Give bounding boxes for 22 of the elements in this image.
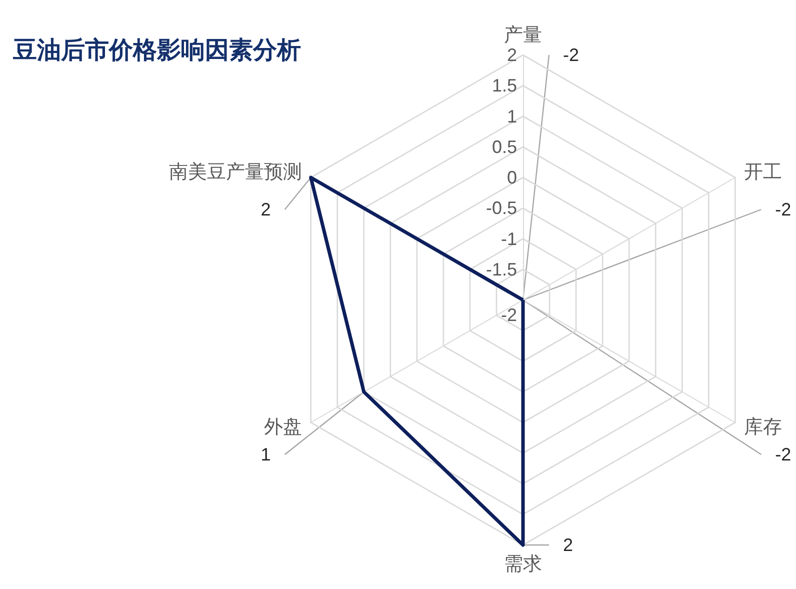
- text: -2: [775, 200, 792, 220]
- spoke-label: 需求: [504, 554, 542, 575]
- y-tick-label: -0.5: [486, 198, 517, 218]
- text: -2: [775, 444, 792, 464]
- spoke-label: 开工: [744, 162, 782, 183]
- text: 1: [260, 444, 271, 464]
- spoke-label: 库存: [744, 416, 782, 438]
- spoke-label: 南美豆产量预测: [169, 161, 302, 183]
- y-tick-label: 0.5: [492, 136, 517, 157]
- y-tick-label: -2: [500, 305, 517, 325]
- y-tick-label: 2: [506, 45, 517, 65]
- text: 2: [563, 535, 574, 555]
- text: -2: [563, 45, 580, 65]
- y-tick-label: -1: [500, 228, 517, 249]
- spoke-label: 外盘: [264, 417, 302, 438]
- y-tick-label: 1: [506, 106, 517, 126]
- text: 豆油后市价格影响因素分析: [12, 37, 301, 64]
- y-tick-label: 0: [506, 168, 517, 188]
- y-tick-label: -1.5: [486, 259, 517, 280]
- spoke-label: 产量: [504, 25, 542, 46]
- text: 2: [260, 200, 271, 220]
- y-tick-label: 1.5: [492, 76, 517, 96]
